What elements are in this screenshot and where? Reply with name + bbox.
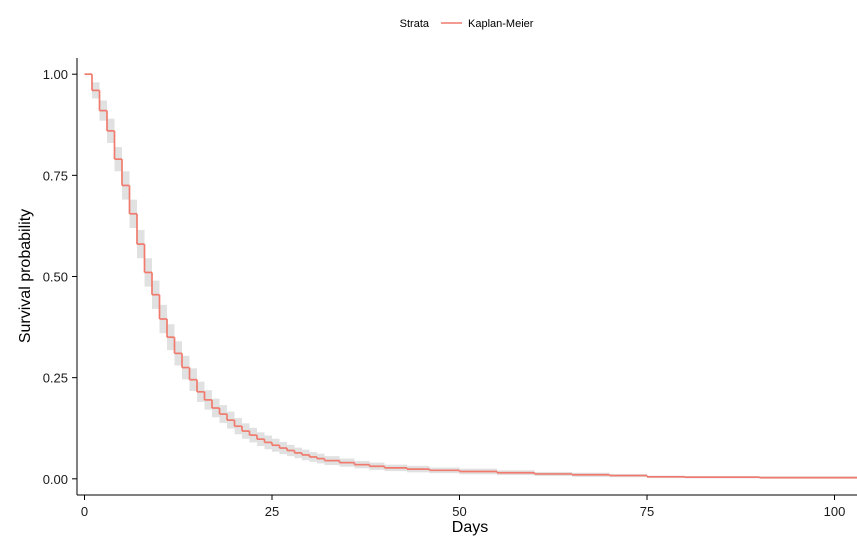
x-tick-label: 0 — [81, 504, 88, 519]
survival-curve-layer — [84, 73, 857, 479]
legend: Strata Kaplan-Meier — [400, 18, 534, 30]
y-axis-ticks: 0.00 0.25 0.50 0.75 1.00 — [43, 67, 77, 487]
x-tick-label: 75 — [640, 504, 654, 519]
y-tick-label: 0.75 — [43, 168, 68, 183]
x-tick-label: 100 — [824, 504, 846, 519]
legend-entry-kaplan-meier: Kaplan-Meier — [468, 18, 534, 30]
x-tick-label: 25 — [265, 504, 279, 519]
y-tick-label: 1.00 — [43, 67, 68, 82]
y-axis-title: Survival probability — [17, 209, 34, 343]
legend-title: Strata — [400, 18, 430, 30]
y-tick-label: 0.00 — [43, 472, 68, 487]
axes — [76, 58, 857, 496]
confidence-band-layer — [84, 74, 857, 479]
x-axis-ticks: 0 25 50 75 100 — [81, 495, 845, 519]
x-axis-title: Days — [452, 519, 488, 536]
y-tick-label: 0.25 — [43, 371, 68, 386]
y-tick-label: 0.50 — [43, 270, 68, 285]
x-tick-label: 50 — [452, 504, 466, 519]
